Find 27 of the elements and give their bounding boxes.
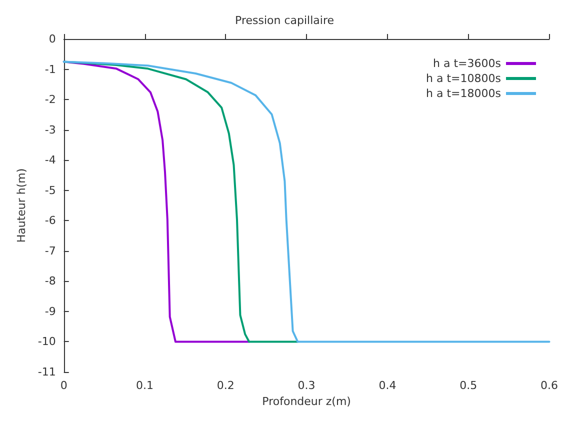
x-tick-label: 0.2 bbox=[216, 379, 234, 392]
y-tick-label: -8 bbox=[44, 274, 56, 288]
chart-title: Pression capillaire bbox=[235, 14, 334, 27]
y-tick-label: 0 bbox=[48, 32, 56, 46]
y-tick-label: -9 bbox=[44, 304, 56, 318]
x-tick-label: 0.4 bbox=[378, 379, 396, 392]
line-series bbox=[62, 60, 550, 343]
y-axis-title: Hauteur h(m) bbox=[15, 168, 28, 243]
y-tick-label: -10 bbox=[38, 335, 56, 348]
x-tick-label: 0.5 bbox=[460, 379, 478, 392]
x-tick-label: 0.1 bbox=[136, 379, 154, 392]
y-tick-label: -6 bbox=[44, 214, 56, 228]
legend-label: h a t=18000s bbox=[426, 87, 502, 100]
y-tick-label: -1 bbox=[44, 62, 56, 76]
y-tick-label: -3 bbox=[44, 123, 56, 136]
y-tick-label: -4 bbox=[44, 154, 56, 167]
y-tick-label: -5 bbox=[44, 184, 56, 197]
y-tick-label: -7 bbox=[44, 244, 56, 258]
x-tick-label: 0.6 bbox=[540, 379, 558, 392]
y-tick-label: -2 bbox=[44, 93, 56, 106]
x-axis-title: Profondeur z(m) bbox=[262, 394, 351, 408]
x-tick-label: 0.3 bbox=[298, 379, 316, 392]
line-series bbox=[62, 60, 299, 343]
legend-label: h a t=3600s bbox=[433, 57, 502, 70]
legend-label: h a t=10800s bbox=[426, 72, 502, 85]
y-tick-label: -11 bbox=[38, 366, 56, 378]
x-tick-label: 0 bbox=[60, 379, 68, 392]
